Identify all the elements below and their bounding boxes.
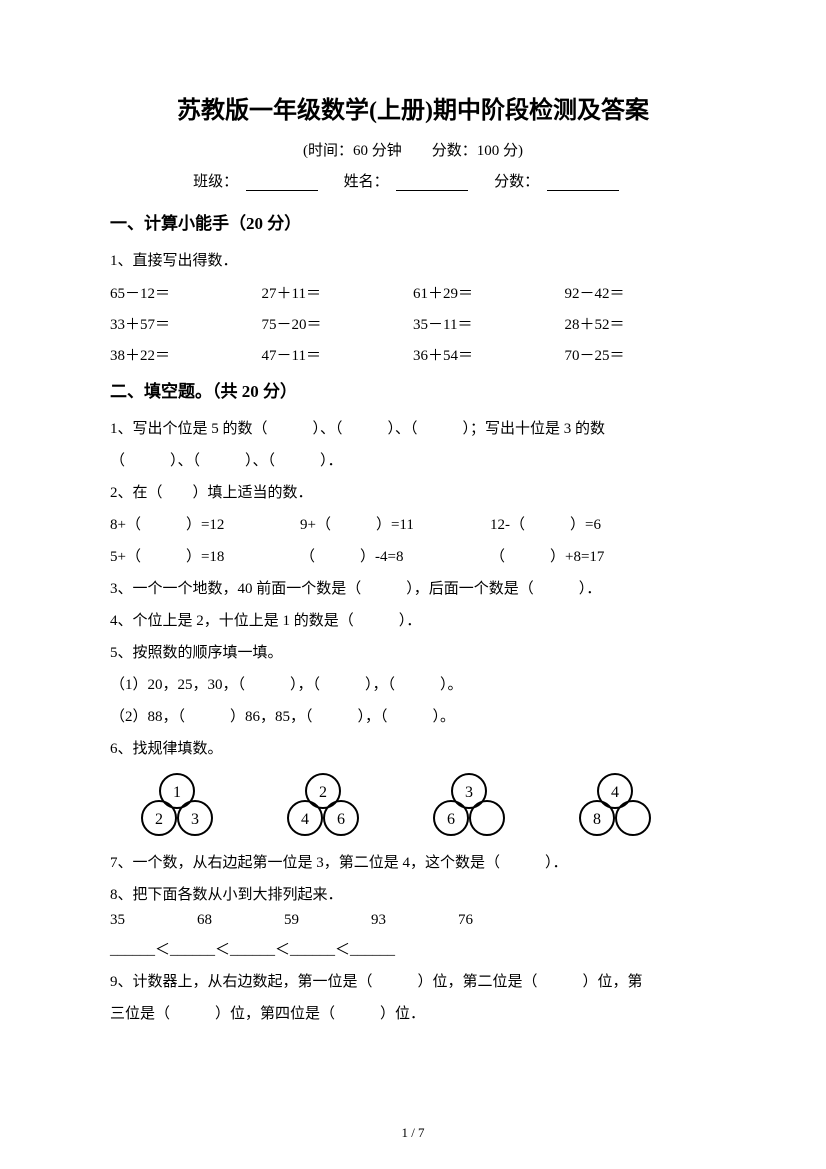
fill-cell: 8+（ ）=12 bbox=[110, 510, 300, 540]
q2-2: 2、在（ ）填上适当的数． bbox=[110, 478, 716, 508]
fill-cell: 9+（ ）=11 bbox=[300, 510, 490, 540]
calc-cell: 33＋57＝ bbox=[110, 313, 262, 334]
page-title: 苏教版一年级数学(上册)期中阶段检测及答案 bbox=[110, 90, 716, 125]
num: 59 bbox=[284, 912, 299, 929]
q2-9a: 9、计数器上，从右边数起，第一位是（ ）位，第二位是（ ）位，第 bbox=[110, 967, 716, 997]
q8-blank: ______＜______＜______＜______＜______ bbox=[110, 935, 716, 965]
score-blank[interactable] bbox=[547, 176, 619, 191]
fill-grid-row2: 5+（ ）=18 （ ）-4=8 （ ）+8=17 bbox=[110, 542, 716, 572]
calc-cell: 38＋22＝ bbox=[110, 344, 262, 365]
calc-grid: 65－12＝ 27＋11＝ 61＋29＝ 92－42＝ 33＋57＝ 75－20… bbox=[110, 282, 716, 365]
q2-4: 4、个位上是 2，十位上是 1 的数是（ ）． bbox=[110, 606, 716, 636]
fill-grid-row1: 8+（ ）=12 9+（ ）=11 12-（ ）=6 bbox=[110, 510, 716, 540]
class-blank[interactable] bbox=[246, 176, 318, 191]
calc-cell: 47－11＝ bbox=[262, 344, 414, 365]
q2-7: 7、一个数，从右边起第一位是 3，第二位是 4，这个数是（ ）． bbox=[110, 848, 716, 878]
q2-3: 3、一个一个地数，40 前面一个数是（ ），后面一个数是（ ）． bbox=[110, 574, 716, 604]
num: 68 bbox=[197, 912, 212, 929]
num: 93 bbox=[371, 912, 386, 929]
calc-cell: 61＋29＝ bbox=[413, 282, 565, 303]
q2-1a: 1、写出个位是 5 的数（ ）、（ ）、（ ）；写出十位是 3 的数 bbox=[110, 414, 716, 444]
q1-1: 1、直接写出得数． bbox=[110, 246, 716, 276]
circle-num: 2 bbox=[155, 811, 163, 828]
score-label: 分数： bbox=[494, 174, 539, 190]
calc-cell: 35－11＝ bbox=[413, 313, 565, 334]
circle-num: 2 bbox=[319, 784, 327, 801]
circle-num: 4 bbox=[611, 784, 619, 801]
name-label: 姓名： bbox=[344, 174, 389, 190]
calc-cell: 27＋11＝ bbox=[262, 282, 414, 303]
q2-9b: 三位是（ ）位，第四位是（ ）位． bbox=[110, 999, 716, 1029]
circle-set-3: 3 6 bbox=[426, 772, 512, 836]
circle-num: 6 bbox=[447, 811, 455, 828]
q2-5a: （1）20，25，30，（ ），（ ），（ ）。 bbox=[110, 670, 716, 700]
calc-cell: 92－42＝ bbox=[565, 282, 717, 303]
page-subtitle: (时间：60 分钟 分数：100 分) bbox=[110, 139, 716, 160]
circle-row: 1 2 3 2 4 6 3 6 4 8 bbox=[134, 772, 716, 836]
circle-num: 1 bbox=[173, 784, 181, 801]
num: 35 bbox=[110, 912, 125, 929]
q8-nums: 35 68 59 93 76 bbox=[110, 912, 716, 929]
calc-cell: 65－12＝ bbox=[110, 282, 262, 303]
name-blank[interactable] bbox=[396, 176, 468, 191]
page-footer: 1 / 7 bbox=[0, 1125, 826, 1141]
circle-num: 6 bbox=[337, 811, 345, 828]
circle-set-4: 4 8 bbox=[572, 772, 658, 836]
q2-1b: （ ）、（ ）、（ ）． bbox=[110, 446, 716, 476]
section1-header: 一、计算小能手（20 分） bbox=[110, 209, 716, 234]
fill-cell: 5+（ ）=18 bbox=[110, 542, 300, 572]
class-label: 班级： bbox=[193, 174, 238, 190]
q2-5b: （2）88，（ ）86，85，（ ），（ ）。 bbox=[110, 702, 716, 732]
circle-num: 3 bbox=[465, 784, 473, 801]
num: 76 bbox=[458, 912, 473, 929]
circle-num: 4 bbox=[301, 811, 309, 828]
q2-8: 8、把下面各数从小到大排列起来． bbox=[110, 880, 716, 910]
q2-5: 5、按照数的顺序填一填。 bbox=[110, 638, 716, 668]
circle-set-2: 2 4 6 bbox=[280, 772, 366, 836]
calc-cell: 36＋54＝ bbox=[413, 344, 565, 365]
calc-cell: 70－25＝ bbox=[565, 344, 717, 365]
circle-num: 8 bbox=[593, 811, 601, 828]
q2-6: 6、找规律填数。 bbox=[110, 734, 716, 764]
fill-cell: （ ）+8=17 bbox=[490, 542, 670, 572]
circle-num: 3 bbox=[191, 811, 199, 828]
info-line: 班级： 姓名： 分数： bbox=[110, 170, 716, 191]
section2-header: 二、填空题。（共 20 分） bbox=[110, 377, 716, 402]
fill-cell: （ ）-4=8 bbox=[300, 542, 490, 572]
circle-set-1: 1 2 3 bbox=[134, 772, 220, 836]
calc-cell: 75－20＝ bbox=[262, 313, 414, 334]
fill-cell: 12-（ ）=6 bbox=[490, 510, 670, 540]
calc-cell: 28＋52＝ bbox=[565, 313, 717, 334]
